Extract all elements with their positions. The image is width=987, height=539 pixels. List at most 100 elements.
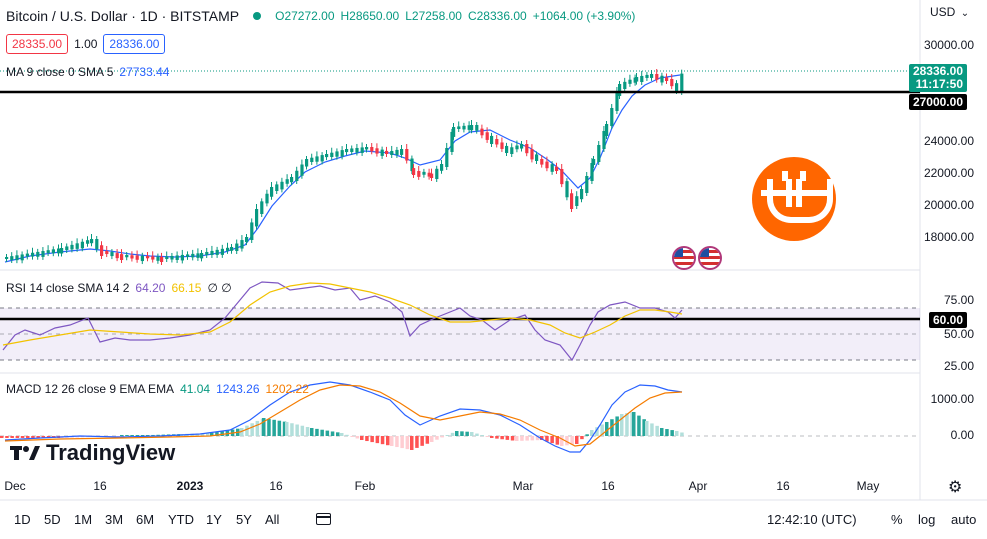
candle-body: [115, 253, 119, 259]
range-1d-button[interactable]: 1D: [14, 512, 31, 527]
candle-body: [470, 125, 474, 131]
gear-icon[interactable]: ⚙: [948, 479, 963, 496]
rsi-legend[interactable]: RSI 14 close SMA 14 2 64.20 66.15 ∅ ∅: [6, 281, 232, 295]
range-1m-button[interactable]: 1M: [74, 512, 93, 527]
candle-body: [515, 145, 519, 150]
macd-histogram-bar: [560, 436, 564, 446]
range-5y-button[interactable]: 5Y: [236, 512, 252, 527]
candle-body: [370, 147, 374, 152]
candle-body: [330, 152, 334, 157]
macd-histogram-bar: [440, 436, 444, 438]
range-6m-button[interactable]: 6M: [136, 512, 155, 527]
current-price-tag: 28336.00 11:17:50: [908, 64, 967, 92]
macd-legend[interactable]: MACD 12 26 close 9 EMA EMA 41.04 1243.26…: [6, 382, 309, 396]
macd-histogram-bar: [410, 436, 414, 450]
candle-body: [535, 154, 539, 161]
macd-histogram-bar: [300, 425, 305, 436]
candle-body: [80, 241, 84, 249]
range-all-button[interactable]: All: [265, 512, 280, 527]
macd-histogram-bar: [151, 434, 155, 436]
macd-histogram-bar: [140, 435, 145, 436]
us-flag-icon[interactable]: [672, 246, 696, 270]
macd-histogram-bar: [345, 434, 349, 436]
macd-histogram-bar: [650, 423, 654, 436]
macd-histogram-bar: [450, 432, 455, 436]
symbol-title[interactable]: Bitcoin / U.S. Dollar · 1D · BITSTAMP: [6, 8, 240, 24]
macd-histogram-bar: [10, 436, 14, 438]
macd-histogram-bar: [262, 418, 266, 436]
macd-histogram-bar: [485, 436, 490, 437]
macd-histogram-bar: [277, 420, 282, 436]
candle-body: [452, 127, 456, 137]
macd-histogram-bar: [665, 429, 669, 436]
ohlc-high: H28650.00: [340, 9, 400, 23]
range-ytd-button[interactable]: YTD: [168, 512, 194, 527]
macd-histogram-bar: [545, 436, 549, 442]
candle-body: [412, 168, 416, 175]
ohlc-close: C28336.00: [467, 9, 527, 23]
candle-body: [46, 250, 50, 254]
candle-body: [450, 131, 454, 152]
time-axis-label: Dec: [4, 479, 26, 493]
macd-histogram-bar: [632, 412, 636, 436]
candle-body: [146, 256, 150, 259]
macd-histogram-bar: [637, 415, 641, 436]
macd-histogram-bar: [475, 433, 479, 436]
macd-histogram-bar: [660, 428, 664, 436]
candle-body: [545, 161, 549, 169]
tradingview-watermark[interactable]: TradingView: [10, 440, 175, 466]
range-3m-button[interactable]: 3M: [105, 512, 124, 527]
macd-histogram-bar: [390, 436, 394, 446]
macd-histogram-bar: [290, 423, 294, 436]
macd-histogram-bar: [282, 421, 287, 436]
candle-body: [505, 145, 509, 153]
macd-histogram-bar: [320, 429, 324, 436]
macd-histogram-bar: [31, 436, 35, 438]
candle-body: [385, 150, 389, 154]
macd-histogram-bar: [210, 433, 214, 436]
candle-body: [540, 159, 544, 165]
macd-histogram-bar: [240, 428, 244, 436]
candle-body: [628, 79, 632, 84]
level-27000-tag: 27000.00: [908, 94, 967, 110]
macd-histogram-bar: [0, 436, 4, 438]
auto-toggle[interactable]: auto: [951, 512, 977, 527]
macd-histogram-bar: [510, 436, 515, 441]
ask-button[interactable]: 28336.00: [103, 34, 166, 54]
candle-body: [350, 148, 354, 152]
macd-histogram-bar: [555, 436, 560, 445]
utc-clock[interactable]: 12:42:10 (UTC): [767, 512, 857, 527]
percent-toggle[interactable]: %: [891, 512, 903, 527]
symbol-legend[interactable]: Bitcoin / U.S. Dollar · 1D · BITSTAMP O2…: [6, 8, 635, 24]
candle-body: [320, 155, 324, 162]
price-axis-label: 18000.00: [923, 230, 974, 244]
macd-histogram-bar: [670, 430, 674, 436]
range-5d-button[interactable]: 5D: [44, 512, 61, 527]
range-1y-button[interactable]: 1Y: [206, 512, 222, 527]
ma-legend[interactable]: MA 9 close 0 SMA 5 27733.44: [6, 65, 169, 79]
candle-body: [230, 247, 234, 251]
macd-histogram-bar: [375, 436, 380, 444]
macd-histogram-bar: [380, 436, 385, 445]
candle-body: [60, 248, 64, 254]
currency-selector[interactable]: USD ⌄: [930, 5, 969, 19]
macd-histogram-bar: [20, 436, 25, 438]
macd-histogram-bar: [490, 436, 494, 438]
ohlc-low: L27258.00: [405, 9, 462, 23]
candle-body: [645, 74, 649, 78]
macd-line-value: 1243.26: [216, 382, 260, 396]
currency-label: USD: [930, 5, 956, 19]
macd-label: MACD 12 26 close 9 EMA EMA: [6, 382, 175, 396]
calendar-range-icon[interactable]: [315, 511, 331, 525]
log-toggle[interactable]: log: [918, 512, 936, 527]
time-axis-label: May: [856, 479, 880, 493]
candle-body: [680, 73, 684, 92]
macd-histogram-bar: [146, 435, 150, 436]
candle-body: [670, 79, 674, 87]
macd-histogram-bar: [215, 432, 219, 436]
candle-body: [530, 149, 534, 160]
candle-body: [500, 142, 504, 149]
bid-button[interactable]: 28335.00: [6, 34, 69, 54]
us-flag-icon[interactable]: [698, 246, 722, 270]
